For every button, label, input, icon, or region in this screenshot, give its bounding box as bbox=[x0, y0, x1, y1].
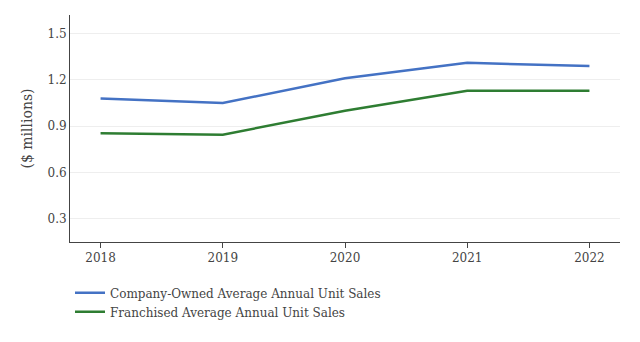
svg-text:1.2: 1.2 bbox=[48, 73, 67, 87]
svg-text:2022: 2022 bbox=[574, 251, 605, 265]
svg-text:2018: 2018 bbox=[85, 251, 116, 265]
svg-text:Company-Owned Average Annual U: Company-Owned Average Annual Unit Sales bbox=[110, 287, 381, 301]
svg-text:1.5: 1.5 bbox=[48, 27, 67, 41]
svg-text:0.9: 0.9 bbox=[48, 119, 67, 133]
svg-text:0.3: 0.3 bbox=[48, 212, 67, 226]
svg-text:($ millions): ($ millions) bbox=[19, 88, 35, 168]
svg-text:2021: 2021 bbox=[452, 251, 483, 265]
svg-text:Franchised Average Annual Unit: Franchised Average Annual Unit Sales bbox=[110, 306, 345, 320]
svg-text:2020: 2020 bbox=[330, 251, 361, 265]
svg-text:0.6: 0.6 bbox=[48, 166, 67, 180]
svg-text:2019: 2019 bbox=[208, 251, 239, 265]
